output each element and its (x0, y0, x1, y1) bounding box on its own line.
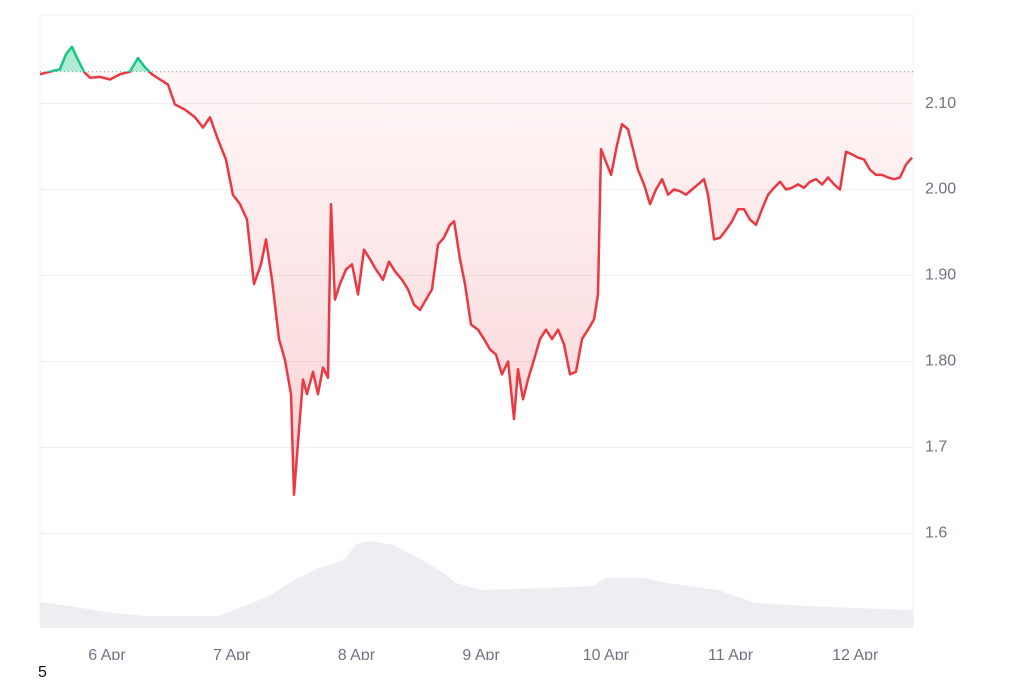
area-down (40, 71, 912, 495)
y-tick-label: 1.7 (925, 439, 947, 456)
y-tick-label: 2.10 (925, 95, 956, 112)
y-tick-label: 1.80 (925, 353, 956, 370)
x-tick-label: 8 Apr (338, 647, 376, 660)
volume-area (40, 541, 913, 628)
footnote: 5 (38, 664, 47, 681)
y-tick-label: 1.6 (925, 525, 947, 542)
price-line-down (39, 71, 913, 496)
x-tick-label: 6 Apr (88, 647, 126, 660)
y-tick-label: 1.90 (925, 267, 956, 284)
x-tick-label: 11 Apr (708, 647, 754, 660)
x-tick-label: 9 Apr (462, 647, 500, 660)
x-tick-label: 10 Apr (583, 647, 630, 660)
x-tick-label: 7 Apr (213, 647, 251, 660)
x-tick-label: 12 Apr (832, 647, 879, 660)
chart: 2.10 2.00 1.90 1.80 1.7 1.6 6 Apr 7 Apr 8 Apr 9 A… (39, 14, 956, 660)
y-tick-label: 2.00 (925, 181, 956, 198)
